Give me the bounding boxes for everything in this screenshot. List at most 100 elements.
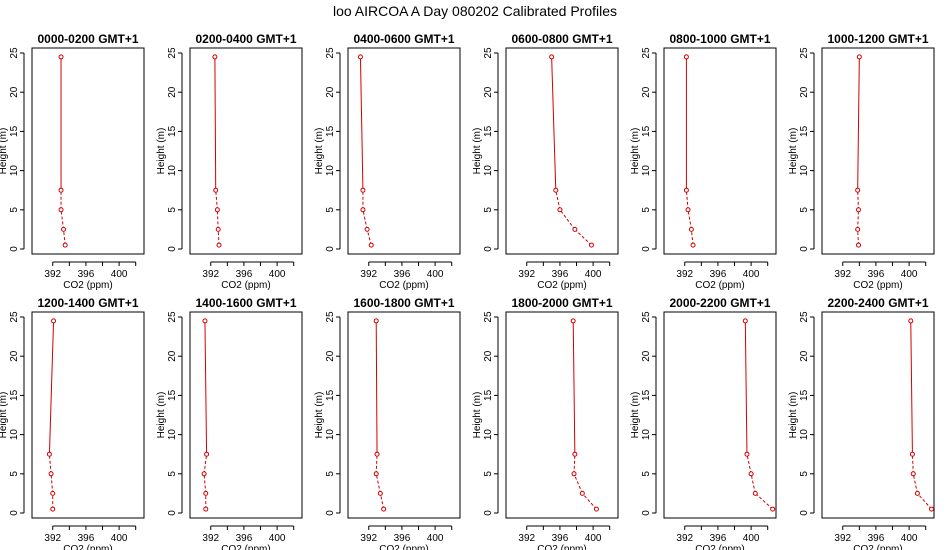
plot-frame — [821, 47, 935, 255]
y-tick-label: 10 — [9, 429, 20, 441]
data-point — [748, 471, 754, 477]
y-tick-label: 10 — [325, 429, 336, 441]
data-point — [690, 242, 696, 248]
data-point — [910, 471, 916, 477]
data-point — [856, 207, 862, 213]
series-segment — [60, 209, 65, 230]
y-tick-label: 15 — [167, 125, 178, 137]
y-tick-label: 5 — [799, 207, 810, 213]
y-tick-label: 25 — [799, 311, 810, 323]
y-tick-label: 10 — [641, 165, 652, 177]
x-tick-label: 392 — [834, 533, 851, 544]
series-segment — [572, 320, 576, 455]
series-segment — [559, 209, 576, 230]
y-axis-label: Height (m) — [788, 392, 799, 439]
y-tick-label: 0 — [9, 510, 20, 516]
y-tick-label: 10 — [167, 165, 178, 177]
y-axis-label: Height (m) — [630, 392, 641, 439]
panel-title: 1800-2000 GMT+1 — [511, 296, 612, 310]
panel-title: 1600-1800 GMT+1 — [353, 296, 454, 310]
plot-frame — [663, 47, 777, 255]
x-tick-label: 392 — [202, 269, 219, 280]
x-tick-label: 400 — [901, 269, 918, 280]
y-tick-label: 0 — [799, 510, 810, 516]
x-tick-label: 396 — [236, 269, 253, 280]
data-point — [51, 318, 57, 324]
series-segment — [690, 229, 694, 246]
data-point — [364, 226, 370, 232]
series-segment — [215, 190, 218, 210]
series-segment — [857, 229, 860, 246]
plot-frame — [821, 311, 935, 519]
panel-title: 0200-0400 GMT+1 — [195, 32, 296, 46]
x-axis-label: CO2 (ppm) — [537, 280, 586, 291]
y-tick-label: 5 — [641, 207, 652, 213]
x-tick-label: 392 — [44, 269, 61, 280]
data-point — [688, 226, 694, 232]
y-tick-label: 10 — [483, 165, 494, 177]
y-tick-label: 0 — [325, 246, 336, 252]
series-segment — [573, 473, 583, 494]
x-axis-label: CO2 (ppm) — [853, 544, 902, 550]
panel-title: 1400-1600 GMT+1 — [195, 296, 296, 310]
series-segment — [857, 56, 860, 191]
y-tick-label: 5 — [9, 471, 20, 477]
data-point — [914, 490, 920, 496]
y-tick-label: 15 — [483, 125, 494, 137]
plot-frame — [189, 47, 303, 255]
data-point — [360, 187, 366, 193]
y-tick-label: 25 — [641, 47, 652, 59]
data-point — [216, 242, 222, 248]
y-tick-label: 10 — [9, 165, 20, 177]
data-point — [360, 207, 366, 213]
panel-title: 1000-1200 GMT+1 — [827, 32, 928, 46]
x-tick-label: 400 — [269, 269, 286, 280]
panel-title: 0000-0200 GMT+1 — [37, 32, 138, 46]
data-point — [742, 318, 748, 324]
y-tick-label: 15 — [641, 125, 652, 137]
y-tick-label: 10 — [325, 165, 336, 177]
x-tick-label: 400 — [585, 533, 602, 544]
y-tick-label: 20 — [167, 350, 178, 362]
y-tick-label: 25 — [641, 311, 652, 323]
data-point — [204, 451, 210, 457]
series-segment — [912, 473, 918, 494]
data-point — [770, 506, 776, 512]
x-tick-label: 396 — [78, 269, 95, 280]
x-axis-label: CO2 (ppm) — [221, 544, 270, 550]
x-tick-label: 396 — [868, 269, 885, 280]
y-axis-label: Height (m) — [156, 392, 167, 439]
data-point — [212, 54, 218, 60]
plot-frame — [347, 47, 461, 255]
x-tick-label: 396 — [868, 533, 885, 544]
y-tick-label: 0 — [167, 510, 178, 516]
data-point — [553, 187, 559, 193]
y-axis-label: Height (m) — [0, 392, 9, 439]
series-segment — [910, 320, 913, 455]
series-segment — [214, 56, 217, 191]
plot-frame — [663, 311, 777, 519]
data-point — [377, 490, 383, 496]
data-point — [61, 226, 67, 232]
series-segment — [746, 454, 752, 474]
y-axis-label: Height (m) — [788, 128, 799, 175]
data-point — [683, 54, 689, 60]
y-tick-label: 5 — [799, 471, 810, 477]
x-tick-label: 392 — [360, 269, 377, 280]
series-segment — [379, 493, 385, 510]
data-point — [572, 226, 578, 232]
y-tick-label: 20 — [483, 86, 494, 98]
x-axis-label: CO2 (ppm) — [379, 280, 428, 291]
x-tick-label: 392 — [676, 533, 693, 544]
data-point — [752, 490, 758, 496]
series-segment — [217, 229, 220, 246]
x-tick-label: 396 — [710, 533, 727, 544]
data-point — [50, 506, 56, 512]
data-point — [357, 54, 363, 60]
plot-frame — [31, 311, 145, 519]
y-axis-label: Height (m) — [630, 128, 641, 175]
